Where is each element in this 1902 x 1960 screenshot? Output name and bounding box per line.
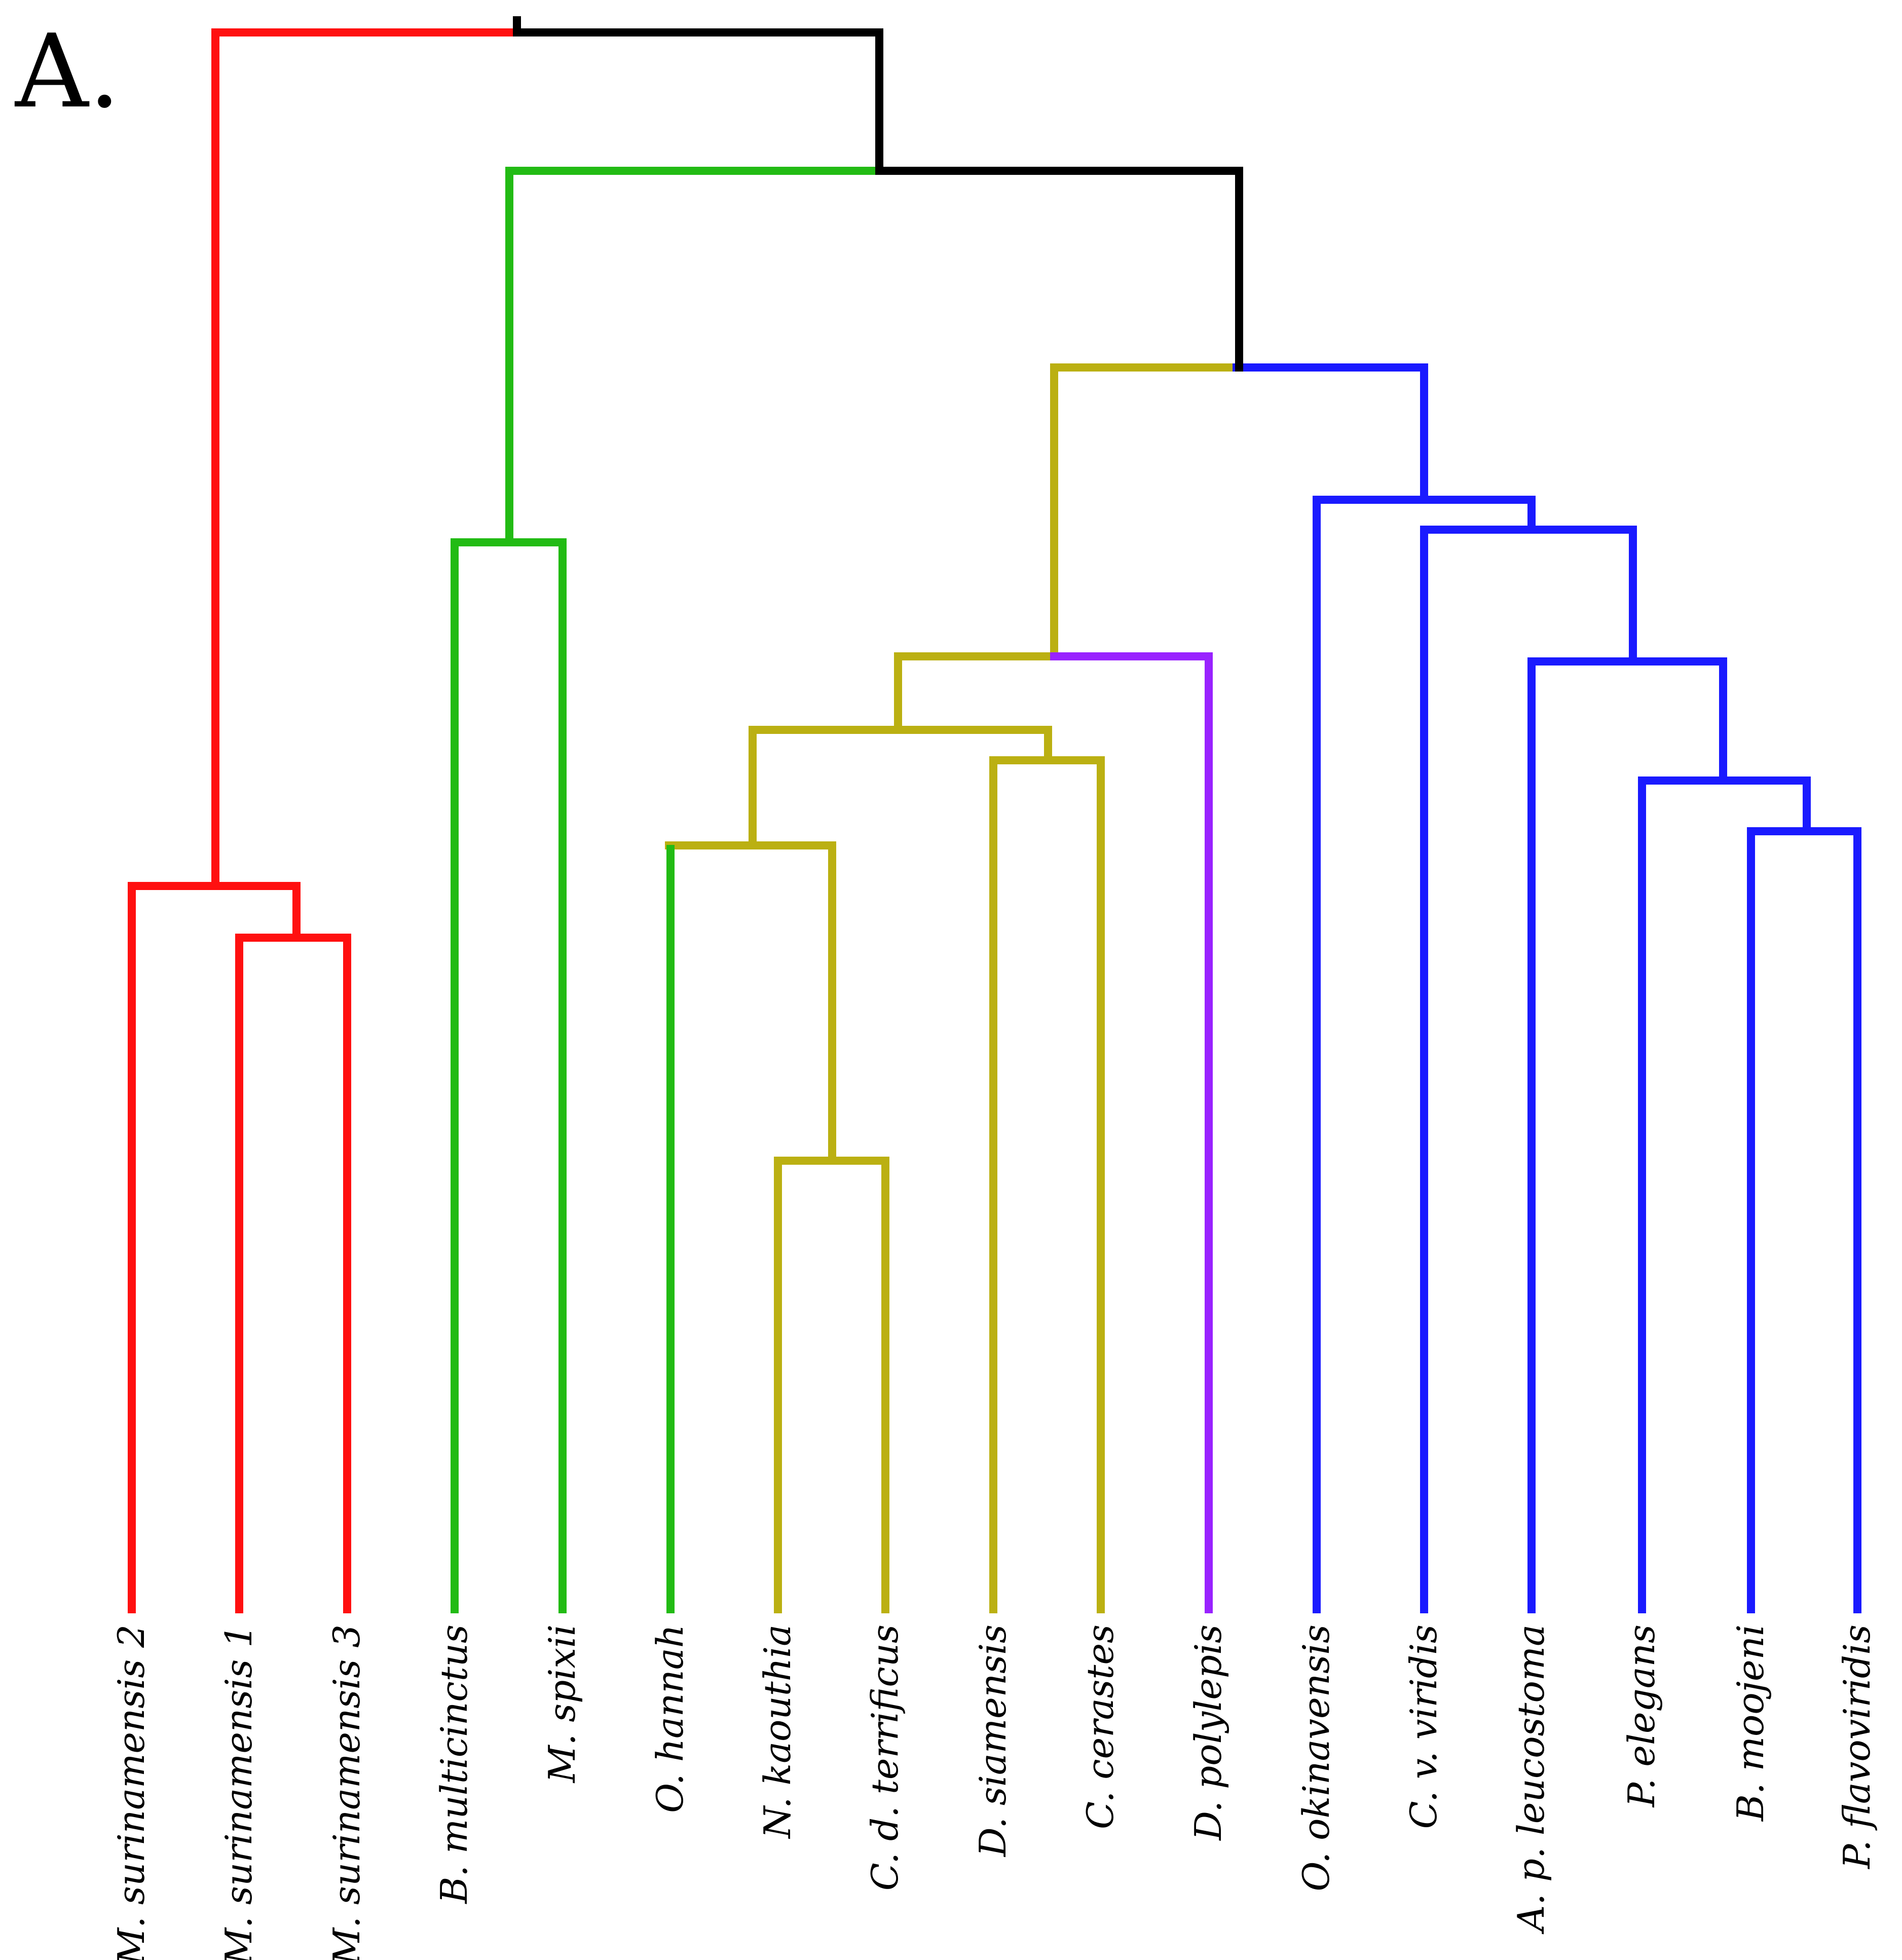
clade-olive <box>665 363 1241 1613</box>
leaf-label: O. okinavensis <box>1295 1624 1337 1891</box>
leaf-label: N. kaouthia <box>756 1624 799 1839</box>
leaf-label: M. surinamensis 3 <box>325 1624 368 1960</box>
leaf-label: M. surinamensis 2 <box>110 1624 153 1960</box>
branch-olive-node1 <box>894 652 1058 734</box>
branch-blue-node1 <box>1313 496 1536 1613</box>
branch-olive-leaf-nkaouthia <box>774 1157 889 1613</box>
backbone <box>513 16 1243 372</box>
panel-label: A. <box>14 13 121 131</box>
branch-olive-node3 <box>665 841 836 1165</box>
branch-green-stem <box>505 167 881 546</box>
leaf-label: P. flavoviridis <box>1836 1624 1878 1870</box>
leaf-label: D. polylepis <box>1187 1624 1229 1841</box>
branch-green-node <box>451 538 567 1613</box>
clade-red <box>128 28 521 1613</box>
branch-purple-dpolylepis <box>1050 652 1213 1613</box>
leaf-label: O. hannah <box>649 1624 691 1813</box>
leaf-labels: M. surinamensis 2 M. surinamensis 1 M. s… <box>110 1624 1878 1960</box>
leaf-label: P. elegans <box>1620 1624 1663 1808</box>
branch-blue-node5 <box>1747 827 1861 1613</box>
branch-backbone-mid <box>875 167 1243 372</box>
leaf-label: C. d. terrificus <box>864 1624 906 1891</box>
leaf-label: A. p. leucostoma <box>1510 1624 1552 1935</box>
leaf-label: C. v. viridis <box>1402 1624 1445 1829</box>
branch-blue-node3 <box>1527 657 1727 1613</box>
branch-olive-node4 <box>989 756 1105 1613</box>
branch-red-root <box>211 28 521 890</box>
leaf-label: M. spixii <box>541 1624 583 1784</box>
branch-backbone-top <box>513 28 883 175</box>
clade-blue <box>1233 363 1861 1613</box>
branch-blue-stem <box>1233 363 1428 504</box>
branch-red-node2 <box>235 934 351 1613</box>
branch-blue-node2 <box>1420 526 1637 1613</box>
branch-blue-node4 <box>1638 776 1811 1613</box>
leaf-label: B. moojeni <box>1729 1624 1772 1822</box>
branch-olive-stem <box>1050 363 1241 660</box>
branch-olive-node2 <box>749 726 1052 849</box>
leaf-label: M. surinamensis 1 <box>217 1624 260 1960</box>
branch-red-node1 <box>128 882 301 1613</box>
leaf-label: C. cerastes <box>1079 1624 1122 1829</box>
clade-green <box>451 167 881 1613</box>
leaf-label: D. siamensis <box>972 1624 1014 1858</box>
leaf-label: B. multicinctus <box>433 1624 475 1905</box>
